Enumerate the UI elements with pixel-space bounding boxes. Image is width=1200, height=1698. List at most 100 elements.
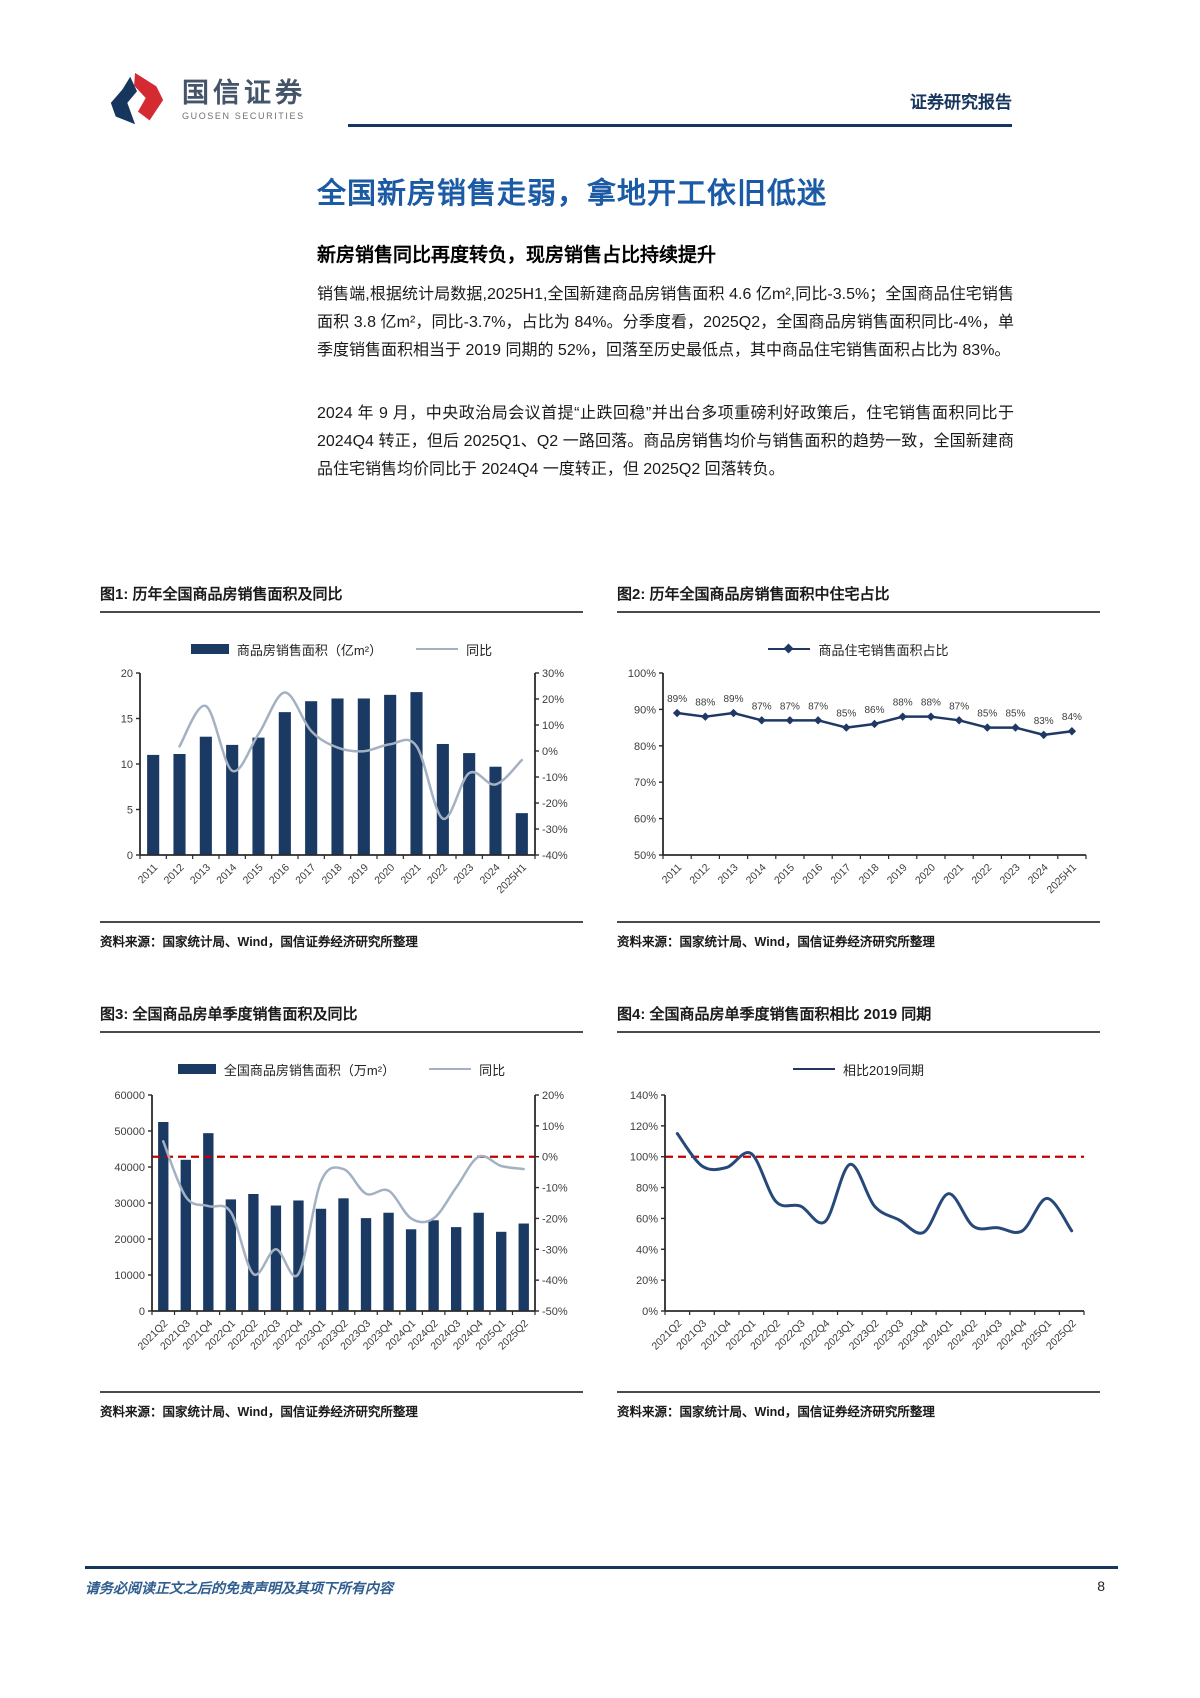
svg-text:2024: 2024: [1026, 862, 1051, 887]
svg-text:2020: 2020: [913, 862, 938, 887]
svg-text:88%: 88%: [695, 698, 715, 709]
svg-text:120%: 120%: [630, 1121, 658, 1133]
svg-text:85%: 85%: [977, 709, 997, 720]
svg-text:-10%: -10%: [542, 1183, 568, 1195]
svg-text:40%: 40%: [636, 1244, 658, 1256]
figure-4-caption: 图4: 全国商品房单季度销售面积相比 2019 同期: [617, 1003, 1100, 1033]
svg-text:10: 10: [121, 759, 133, 771]
svg-text:10%: 10%: [542, 720, 564, 732]
figure-3-source: 资料来源：国家统计局、Wind，国信证券经济研究所整理: [100, 1391, 583, 1420]
svg-text:2022: 2022: [969, 862, 994, 887]
svg-text:-30%: -30%: [542, 1244, 568, 1256]
svg-text:0: 0: [127, 850, 133, 862]
brand-name-cn: 国信证券: [182, 77, 306, 108]
svg-text:40000: 40000: [114, 1162, 145, 1174]
figure-row-1: 图1: 历年全国商品房销售面积及同比 商品房销售面积（亿m²） 同比 0 5 10 1…: [100, 583, 1100, 950]
line-legend-swatch: [416, 648, 459, 650]
figure-3: 图3: 全国商品房单季度销售面积及同比 全国商品房销售面积（万m²） 同比 0 1…: [100, 1003, 583, 1420]
svg-text:50%: 50%: [634, 850, 656, 862]
svg-text:2023: 2023: [998, 862, 1023, 887]
svg-text:2020: 2020: [372, 862, 397, 887]
figure-3-chart: 0 10000 20000 30000 40000 50000 60000 -50% -40% -…: [114, 1090, 568, 1353]
svg-text:2023: 2023: [451, 862, 476, 887]
svg-text:100%: 100%: [630, 1152, 658, 1164]
svg-text:2025H1: 2025H1: [1045, 862, 1080, 897]
svg-text:83%: 83%: [1034, 716, 1054, 727]
figure-row-2: 图3: 全国商品房单季度销售面积及同比 全国商品房销售面积（万m²） 同比 0 1…: [100, 1003, 1100, 1420]
series-line: [178, 691, 524, 820]
svg-text:84%: 84%: [1062, 712, 1082, 723]
legend-label: 相比2019同期: [843, 1062, 924, 1078]
svg-text:-40%: -40%: [542, 850, 568, 862]
svg-text:85%: 85%: [1005, 709, 1025, 720]
svg-text:5: 5: [127, 805, 133, 817]
brand-name-en: GUOSEN SECURITIES: [182, 110, 305, 121]
svg-text:10000: 10000: [114, 1270, 145, 1282]
svg-text:10%: 10%: [542, 1121, 564, 1133]
figure-2: 图2: 历年全国商品房销售面积中住宅占比 商品住宅销售面积占比 50% 60% 70…: [617, 583, 1100, 950]
body-paragraph-1: 销售端,根据统计局数据,2025H1,全国新建商品房销售面积 4.6 亿m²,同…: [317, 286, 1014, 359]
svg-text:2021: 2021: [941, 862, 966, 887]
figure-2-caption: 图2: 历年全国商品房销售面积中住宅占比: [617, 583, 1100, 613]
figure-1-caption: 图1: 历年全国商品房销售面积及同比: [100, 583, 583, 613]
svg-text:89%: 89%: [723, 694, 743, 705]
legend-label: 全国商品房销售面积（万m²）: [223, 1062, 396, 1078]
svg-text:50000: 50000: [114, 1126, 145, 1138]
svg-text:85%: 85%: [836, 709, 856, 720]
diamond-line-legend-swatch: [768, 643, 811, 654]
svg-text:88%: 88%: [893, 698, 913, 709]
svg-text:20%: 20%: [636, 1275, 658, 1287]
series-line: [162, 1140, 525, 1278]
figure-2-chart: 50%60%70%80%90%100%2011 2012 2013 2014 2015 2…: [628, 668, 1087, 897]
diamond-marker-icon: [784, 643, 794, 654]
svg-text:2015: 2015: [241, 862, 266, 887]
svg-text:15: 15: [121, 714, 133, 726]
svg-text:-10%: -10%: [542, 772, 568, 784]
svg-text:60%: 60%: [636, 1213, 658, 1225]
line-legend-swatch: [429, 1068, 472, 1070]
svg-text:87%: 87%: [949, 701, 969, 712]
svg-text:80%: 80%: [636, 1183, 658, 1195]
svg-text:88%: 88%: [921, 698, 941, 709]
footer-disclaimer: 请务必阅读正文之后的免责声明及其项下所有内容: [85, 1580, 393, 1596]
page-number: 8: [1097, 1578, 1105, 1594]
bar-legend-swatch: [177, 1064, 216, 1074]
svg-text:60%: 60%: [634, 814, 656, 826]
svg-text:2016: 2016: [800, 862, 825, 887]
svg-text:-20%: -20%: [542, 1213, 568, 1225]
svg-text:2012: 2012: [162, 862, 187, 887]
svg-text:2012: 2012: [687, 862, 712, 887]
figure-1-legend: 商品房销售面积（亿m²） 同比: [100, 639, 583, 659]
legend-label: 同比: [466, 642, 493, 658]
svg-text:87%: 87%: [808, 701, 828, 712]
svg-text:2019: 2019: [346, 862, 371, 887]
figure-2-legend: 商品住宅销售面积占比: [617, 639, 1100, 659]
line-legend-swatch: [793, 1068, 836, 1070]
svg-text:30%: 30%: [542, 668, 564, 680]
svg-text:87%: 87%: [780, 701, 800, 712]
svg-text:2018: 2018: [857, 862, 882, 887]
figure-2-source: 资料来源：国家统计局、Wind，国信证券经济研究所整理: [617, 921, 1100, 950]
figure-4: 图4: 全国商品房单季度销售面积相比 2019 同期 相比2019同期 0% 20…: [617, 1003, 1100, 1420]
figure-3-legend: 全国商品房销售面积（万m²） 同比: [100, 1059, 583, 1079]
svg-text:86%: 86%: [864, 705, 884, 716]
svg-text:2014: 2014: [744, 862, 769, 887]
svg-text:140%: 140%: [630, 1090, 658, 1102]
svg-text:2013: 2013: [716, 862, 741, 887]
body-paragraph-2: 2024 年 9 月，中央政治局会议首提“止跌回稳”并出台多项重磅利好政策后，住…: [317, 405, 1014, 478]
svg-text:2016: 2016: [267, 862, 292, 887]
figure-4-source: 资料来源：国家统计局、Wind，国信证券经济研究所整理: [617, 1391, 1100, 1420]
svg-text:70%: 70%: [634, 777, 656, 789]
svg-text:-30%: -30%: [542, 824, 568, 836]
svg-text:30000: 30000: [114, 1198, 145, 1210]
svg-text:-50%: -50%: [542, 1306, 568, 1318]
svg-text:2011: 2011: [136, 862, 161, 887]
svg-text:2017: 2017: [828, 862, 853, 887]
figure-4-chart: 0%20%40%60%80%100%120%140%2021Q22021Q320…: [630, 1090, 1085, 1353]
bar-legend-swatch: [190, 644, 229, 654]
svg-text:2013: 2013: [188, 862, 213, 887]
report-type-label: 证券研究报告: [910, 93, 1012, 112]
article-title: 全国新房销售走弱，拿地开工依旧低迷: [317, 178, 828, 210]
